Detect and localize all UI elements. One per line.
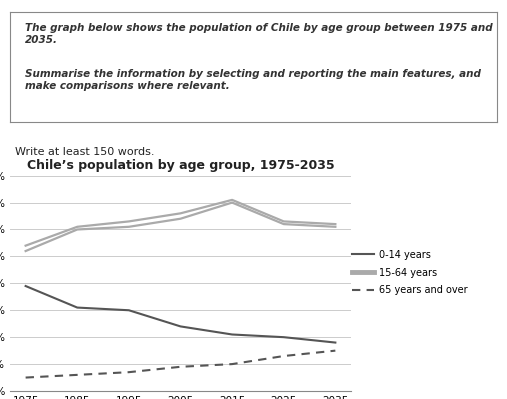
Text: Write at least 150 words.: Write at least 150 words.	[15, 147, 155, 157]
Text: The graph below shows the population of Chile by age group between 1975 and 2035: The graph below shows the population of …	[25, 23, 492, 45]
Title: Chile’s population by age group, 1975-2035: Chile’s population by age group, 1975-20…	[27, 159, 334, 172]
Text: Summarise the information by selecting and reporting the main features, and make: Summarise the information by selecting a…	[25, 69, 481, 91]
Legend: 0-14 years, 15-64 years, 65 years and over: 0-14 years, 15-64 years, 65 years and ov…	[348, 246, 471, 299]
